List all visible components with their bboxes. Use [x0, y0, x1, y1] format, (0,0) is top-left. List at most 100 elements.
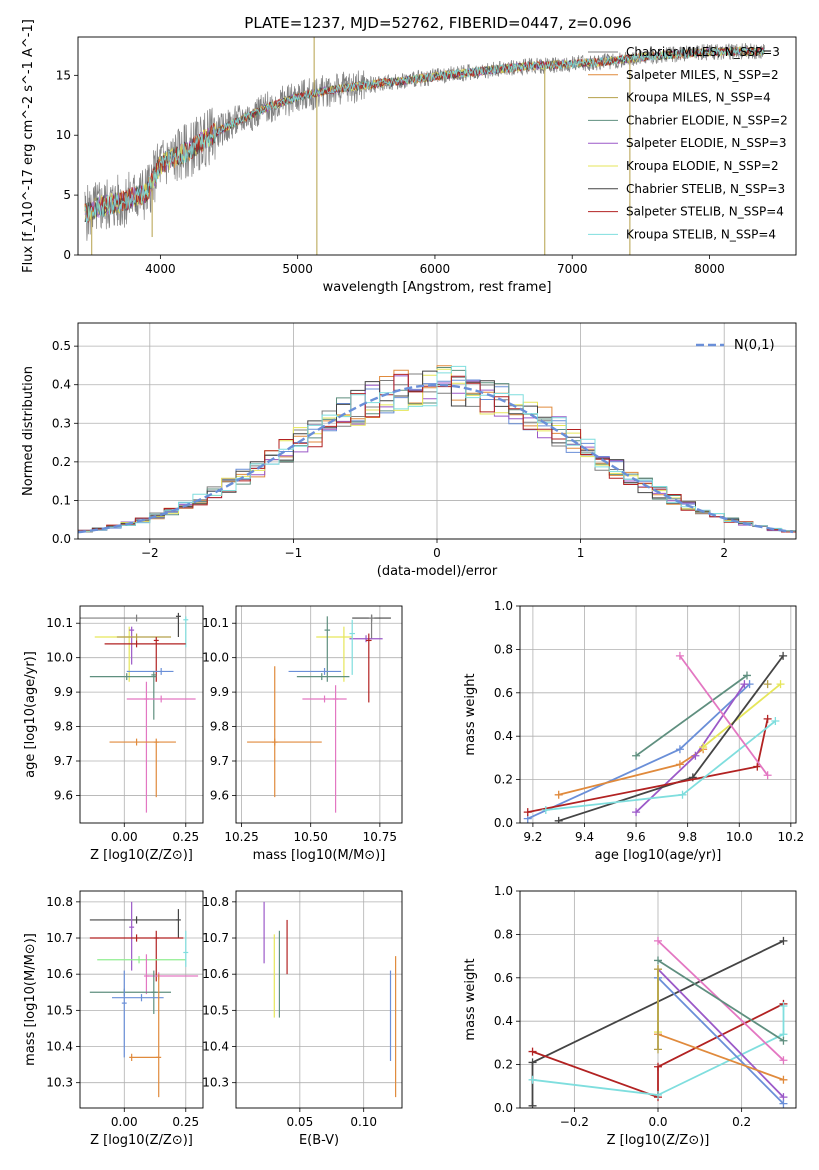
y-tick-label: 0.4 — [52, 378, 71, 392]
y-tick-label: 10.6 — [46, 967, 73, 981]
weight-series-line — [657, 1033, 784, 1081]
weight-point-marker — [753, 762, 762, 771]
x-tick-label: 2 — [720, 546, 728, 560]
x-axis-label: Z [log10(Z/Z⊙)] — [607, 1133, 710, 1148]
x-axis-label: wavelength [Angstrom, rest frame] — [323, 280, 552, 295]
weight-point-marker — [675, 760, 684, 769]
y-tick-label: 9.8 — [210, 720, 229, 734]
weight-point-marker — [528, 1058, 537, 1067]
y-tick-label: 9.9 — [210, 685, 229, 699]
x-tick-label: 10.75 — [363, 830, 397, 844]
y-tick-label: 10.7 — [202, 931, 229, 945]
y-tick-label: 9.7 — [54, 754, 73, 768]
weight-lines — [528, 936, 788, 1108]
weight-point-marker — [699, 743, 708, 752]
weight-series-line — [635, 674, 748, 757]
y-tick-label: 0.5 — [52, 339, 71, 353]
y-tick-label: 10.0 — [46, 651, 73, 665]
x-tick-label: −2 — [141, 546, 159, 560]
weight-series-line — [657, 968, 785, 1098]
weight-point-marker — [554, 790, 563, 799]
x-tick-label: 1 — [577, 546, 585, 560]
y-tick-label: 10.3 — [46, 1076, 73, 1090]
weight-point-marker — [742, 671, 751, 680]
y-axis-label: Normed distribution — [21, 366, 36, 496]
weight-point-marker — [763, 714, 772, 723]
observed-spectrum-line — [84, 43, 765, 241]
x-tick-label: 0.00 — [111, 1115, 138, 1129]
y-tick-label: 5 — [63, 188, 71, 202]
weight-series-line — [545, 720, 776, 811]
y-tick-label: 0.0 — [52, 532, 71, 546]
y-tick-label: 10.5 — [46, 1003, 73, 1017]
weight-series-line — [532, 1006, 785, 1096]
y-axis-label: Flux [f_λ10^-17 erg cm^-2 s^-1 A^-1] — [21, 19, 36, 273]
axes-frame — [79, 890, 204, 1109]
y-tick-label: 10 — [56, 128, 71, 142]
weight-series-line — [657, 959, 784, 1042]
weight-point-marker — [654, 956, 662, 965]
y-axis-label: mass [log10(M/M⊙)] — [23, 933, 38, 1066]
y-tick-label: 10.8 — [46, 895, 73, 909]
legend-entry: N(0,1) — [734, 338, 775, 353]
y-tick-label: 0.8 — [494, 642, 513, 656]
axes-frame — [235, 890, 403, 1109]
weight-point-marker — [779, 936, 788, 945]
y-tick-label: 10.4 — [202, 1040, 229, 1054]
spectrum-panel: 4000 5000 6000 7000 8000 0 5 10 15 wavelength [An… — [21, 19, 797, 295]
x-axis-label: mass [log10(M/M⊙)] — [253, 848, 386, 863]
weight-point-marker — [541, 805, 550, 814]
y-tick-label: 10.8 — [202, 895, 229, 909]
y-tick-label: 0.6 — [494, 971, 513, 985]
axes-frame — [77, 36, 797, 256]
weight-series-line — [532, 1002, 784, 1099]
y-tick-label: 0.1 — [52, 493, 71, 507]
y-axis-label: age [log10(age/yr)] — [23, 651, 38, 778]
x-tick-label: 10.2 — [777, 830, 804, 844]
x-tick-label: 0.0 — [648, 1115, 667, 1129]
axes-frame — [519, 605, 797, 824]
y-axis-label: mass weight — [463, 958, 478, 1040]
weight-point-marker — [771, 717, 780, 726]
errorbar-panel: 0.00 0.25 10.3 10.4 10.5 10.6 10.7 10.8 Z [log10… — [23, 890, 204, 1148]
y-tick-label: 9.6 — [54, 788, 73, 802]
y-tick-label: 10.0 — [202, 651, 229, 665]
x-tick-label: 5000 — [282, 262, 313, 276]
axes-frame — [79, 605, 204, 824]
model-spectrum-line — [84, 46, 765, 223]
y-tick-label: 1.0 — [494, 599, 513, 613]
x-tick-label: 0.25 — [172, 1115, 199, 1129]
x-tick-label: −1 — [285, 546, 303, 560]
y-tick-label: 0.2 — [52, 455, 71, 469]
weight-point-marker — [678, 790, 687, 799]
weight-point-marker — [523, 808, 532, 817]
y-tick-label: 0.4 — [494, 729, 513, 743]
x-axis-label: Z [log10(Z/Z⊙)] — [90, 848, 193, 863]
weight-lines — [523, 651, 788, 823]
weight-point-marker — [779, 1036, 788, 1045]
residuals-panel: −2 −1 0 1 2 0.0 0.1 0.2 0.3 0.4 0.5 (data-model)/er… — [21, 322, 797, 579]
weight-panel: −0.2 0.0 0.2 0.0 0.2 0.4 0.6 0.8 1.0 Z [log10(Z/Z… — [463, 884, 797, 1148]
x-tick-label: 7000 — [557, 262, 588, 276]
weight-point-marker — [779, 1002, 788, 1011]
y-tick-label: 0.2 — [494, 1058, 513, 1072]
residual-traces — [78, 365, 796, 534]
weight-point-marker — [675, 745, 684, 754]
y-tick-label: 15 — [56, 68, 71, 82]
x-tick-label: 10.50 — [294, 830, 328, 844]
y-tick-label: 10.1 — [46, 616, 73, 630]
legend-entry: Kroupa STELIB, N_SSP=4 — [626, 227, 776, 241]
weight-point-marker — [528, 1101, 537, 1108]
x-tick-label: 0.25 — [172, 830, 199, 844]
legend-entry: Kroupa MILES, N_SSP=4 — [626, 91, 771, 105]
spectrum-traces — [84, 37, 765, 255]
legend-entry: Chabrier ELODIE, N_SSP=2 — [626, 113, 788, 127]
x-tick-label: 0.2 — [732, 1115, 751, 1129]
y-tick-label: 10.7 — [46, 931, 73, 945]
weight-point-marker — [779, 1075, 788, 1084]
legend-entry: Chabrier MILES, N_SSP=3 — [626, 45, 780, 59]
y-tick-label: 10.5 — [202, 1003, 229, 1017]
weight-series-line — [702, 683, 782, 748]
model-spectrum-line — [84, 47, 765, 223]
